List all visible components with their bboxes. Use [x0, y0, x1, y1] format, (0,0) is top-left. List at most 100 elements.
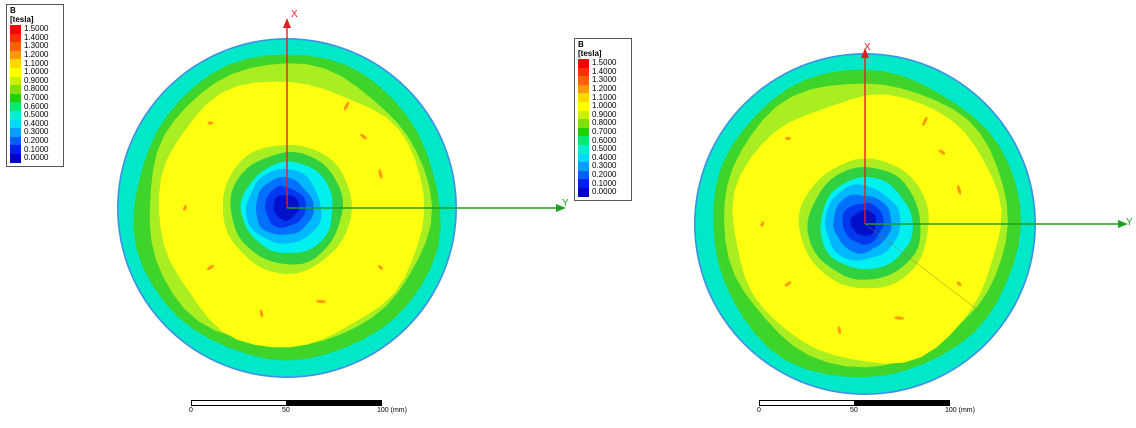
scale-bar-white-segment: [191, 400, 287, 406]
scale-label-0: 0: [757, 407, 761, 414]
legend-swatch: [578, 84, 589, 94]
legend-value: 0.9000: [592, 109, 617, 119]
legend-entry: 0.7000: [10, 94, 60, 103]
legend-swatch: [578, 119, 589, 128]
scale-label-50: 50: [850, 407, 858, 414]
scale-label-100: 100 (mm): [945, 407, 975, 414]
right-y-axis-label: Y: [1126, 217, 1133, 228]
legend-swatch: [578, 144, 589, 154]
legend-title: B: [10, 6, 16, 15]
legend-value: 1.4000: [24, 32, 49, 42]
legend-value: 0.6000: [592, 135, 617, 145]
hot-spot: [956, 281, 962, 287]
legend-value: 0.4000: [592, 152, 617, 162]
hot-spot: [343, 101, 350, 111]
hot-spot: [207, 121, 214, 125]
hot-spot: [760, 221, 765, 227]
legend-entry: 0.6000: [578, 136, 628, 145]
legend-value: 0.3000: [592, 161, 617, 171]
legend-swatch: [10, 153, 21, 163]
legend-swatch: [578, 187, 589, 197]
legend-value: 1.1000: [592, 92, 617, 102]
scale-bar-black-segment: [854, 400, 950, 406]
legend-swatch: [578, 170, 589, 180]
legend-value: 0.7000: [592, 127, 617, 137]
legend-value: 0.2000: [24, 136, 49, 146]
legend-value: 0.8000: [592, 118, 617, 128]
legend-unit: [tesla]: [10, 15, 34, 24]
hot-spot: [183, 205, 187, 211]
legend-value: 1.0000: [592, 101, 617, 111]
legend-entry: 1.2000: [578, 85, 628, 94]
legend-value: 1.3000: [24, 41, 49, 51]
legend-swatch: [578, 153, 589, 163]
legend-value: 0.1000: [24, 144, 49, 154]
right-x-axis-label: X: [864, 42, 871, 53]
legend-title: B: [578, 40, 584, 49]
hot-spot: [360, 133, 367, 140]
legend-value: 1.0000: [24, 67, 49, 77]
hot-spot: [837, 326, 842, 334]
legend-entry: 0.4000: [578, 152, 628, 163]
legend-entry: 1.4000: [10, 32, 60, 43]
disk-blue-core: [850, 209, 877, 236]
legend-swatch: [10, 42, 21, 51]
legend-value: 1.5000: [24, 24, 49, 34]
legend-value: 0.5000: [592, 144, 617, 154]
scale-label-50: 50: [282, 407, 290, 414]
legend-swatch: [10, 119, 21, 129]
legend-value: 1.2000: [24, 50, 49, 60]
hot-spot: [894, 316, 905, 320]
legend-swatch: [578, 127, 589, 137]
legend-swatch: [10, 110, 21, 120]
legend-entry: 0.9000: [10, 75, 60, 86]
legend-swatch: [578, 110, 589, 120]
legend-entry: 0.5000: [10, 111, 60, 120]
legend-swatch: [578, 162, 589, 171]
legend-value: 0.7000: [24, 93, 49, 103]
legend-value: 0.3000: [24, 127, 49, 137]
hot-spot: [785, 136, 792, 141]
legend-value: 1.1000: [24, 58, 49, 68]
hot-spot: [784, 281, 792, 287]
legend-value: 0.9000: [24, 75, 49, 85]
legend-value: 1.2000: [592, 84, 617, 94]
hot-spot: [922, 116, 928, 126]
left-x-axis-label: X: [291, 9, 298, 20]
legend-swatch: [10, 59, 21, 68]
legend-value: 0.8000: [24, 84, 49, 94]
legend-swatch: [578, 101, 589, 111]
legend-entry: 0.7000: [578, 128, 628, 137]
hot-spot: [378, 265, 383, 270]
scale-bar-black-segment: [286, 400, 382, 406]
legend-swatch: [578, 93, 589, 102]
legend-entry: 1.2000: [10, 51, 60, 60]
legend-entry: 0.1000: [10, 145, 60, 154]
hot-spot: [259, 309, 264, 318]
legend-swatch: [10, 93, 21, 103]
legend-swatch: [578, 59, 589, 68]
legend-entry: 0.3000: [10, 128, 60, 137]
legend-entry: 0.8000: [10, 85, 60, 94]
left-color-legend: B [tesla] 1.5000 1.4000 1.3000 1.2000 1.1000…: [6, 4, 64, 167]
hot-spot: [938, 149, 946, 155]
legend-swatch: [10, 67, 21, 77]
legend-entry: 1.5000: [10, 25, 60, 34]
legend-swatch: [578, 136, 589, 145]
legend-swatch: [578, 67, 589, 77]
legend-entry: 0.5000: [578, 145, 628, 154]
legend-value: 0.4000: [24, 118, 49, 128]
left-y-axis: Y: [287, 198, 569, 212]
left-x-axis: X: [283, 9, 298, 208]
legend-entry: 1.5000: [578, 59, 628, 68]
legend-swatch: [10, 25, 21, 34]
legend-entry: 0.3000: [578, 162, 628, 171]
legend-entry: 0.2000: [578, 171, 628, 180]
legend-value: 1.5000: [592, 58, 617, 68]
legend-swatch: [10, 102, 21, 111]
legend-entry: 0.6000: [10, 102, 60, 111]
legend-swatch: [10, 128, 21, 137]
legend-value: 0.6000: [24, 101, 49, 111]
legend-entry: 0.8000: [578, 119, 628, 128]
legend-unit: [tesla]: [578, 49, 602, 58]
